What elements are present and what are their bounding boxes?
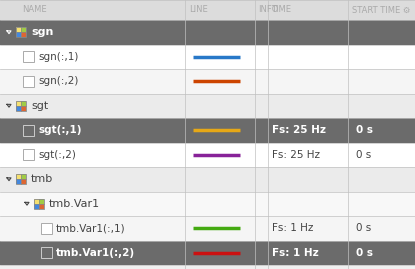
Bar [21,101,26,106]
Bar [23,149,34,160]
Text: sgt(:,1): sgt(:,1) [38,125,81,135]
Bar [41,223,52,234]
Text: sgt: sgt [31,101,48,111]
Bar [21,106,26,111]
Text: Fs: 25 Hz: Fs: 25 Hz [272,150,320,160]
Text: sgn(:,2): sgn(:,2) [38,76,78,86]
Bar [21,179,26,184]
Text: Fs: 25 Hz: Fs: 25 Hz [272,125,326,135]
Bar [16,27,26,37]
Text: 0 s: 0 s [356,223,371,233]
Text: LINE: LINE [189,5,208,15]
Text: TIME: TIME [271,5,291,15]
Text: 0 s: 0 s [356,125,373,135]
Bar [23,76,34,87]
Bar [39,199,44,204]
Bar [0,94,415,118]
Bar [0,240,415,265]
Text: NAME: NAME [22,5,46,15]
Text: START TIME ⚙: START TIME ⚙ [352,5,410,15]
Bar [23,125,34,136]
Bar [34,204,39,209]
Bar [0,69,415,94]
Text: tmb.Var1(:,2): tmb.Var1(:,2) [56,248,135,258]
Bar [0,20,415,44]
Text: sgn: sgn [31,27,54,37]
Bar [21,27,26,32]
Text: 0 s: 0 s [356,248,373,258]
Bar [16,101,21,106]
Bar [16,174,21,179]
Bar [16,179,21,184]
Text: Fs: 1 Hz: Fs: 1 Hz [272,223,313,233]
Bar [16,174,26,184]
Bar [16,106,21,111]
Text: Fs: 1 Hz: Fs: 1 Hz [272,248,319,258]
Bar [0,44,415,69]
Bar [16,27,21,32]
Text: INFO: INFO [258,5,278,15]
Text: tmb: tmb [31,174,53,184]
Text: tmb.Var1: tmb.Var1 [49,199,100,209]
Bar [0,118,415,143]
Text: sgt(:,2): sgt(:,2) [38,150,76,160]
Bar [0,0,415,20]
Text: sgn(:,1): sgn(:,1) [38,52,78,62]
Bar [39,204,44,209]
Bar [21,32,26,37]
Bar [0,143,415,167]
Bar [0,192,415,216]
Text: tmb.Var1(:,1): tmb.Var1(:,1) [56,223,126,233]
Bar [23,51,34,62]
Bar [21,174,26,179]
Bar [34,199,39,204]
Bar [16,101,26,111]
Bar [0,216,415,240]
Bar [41,247,52,258]
Bar [0,167,415,192]
Bar [16,32,21,37]
Bar [34,199,44,209]
Text: 0 s: 0 s [356,150,371,160]
